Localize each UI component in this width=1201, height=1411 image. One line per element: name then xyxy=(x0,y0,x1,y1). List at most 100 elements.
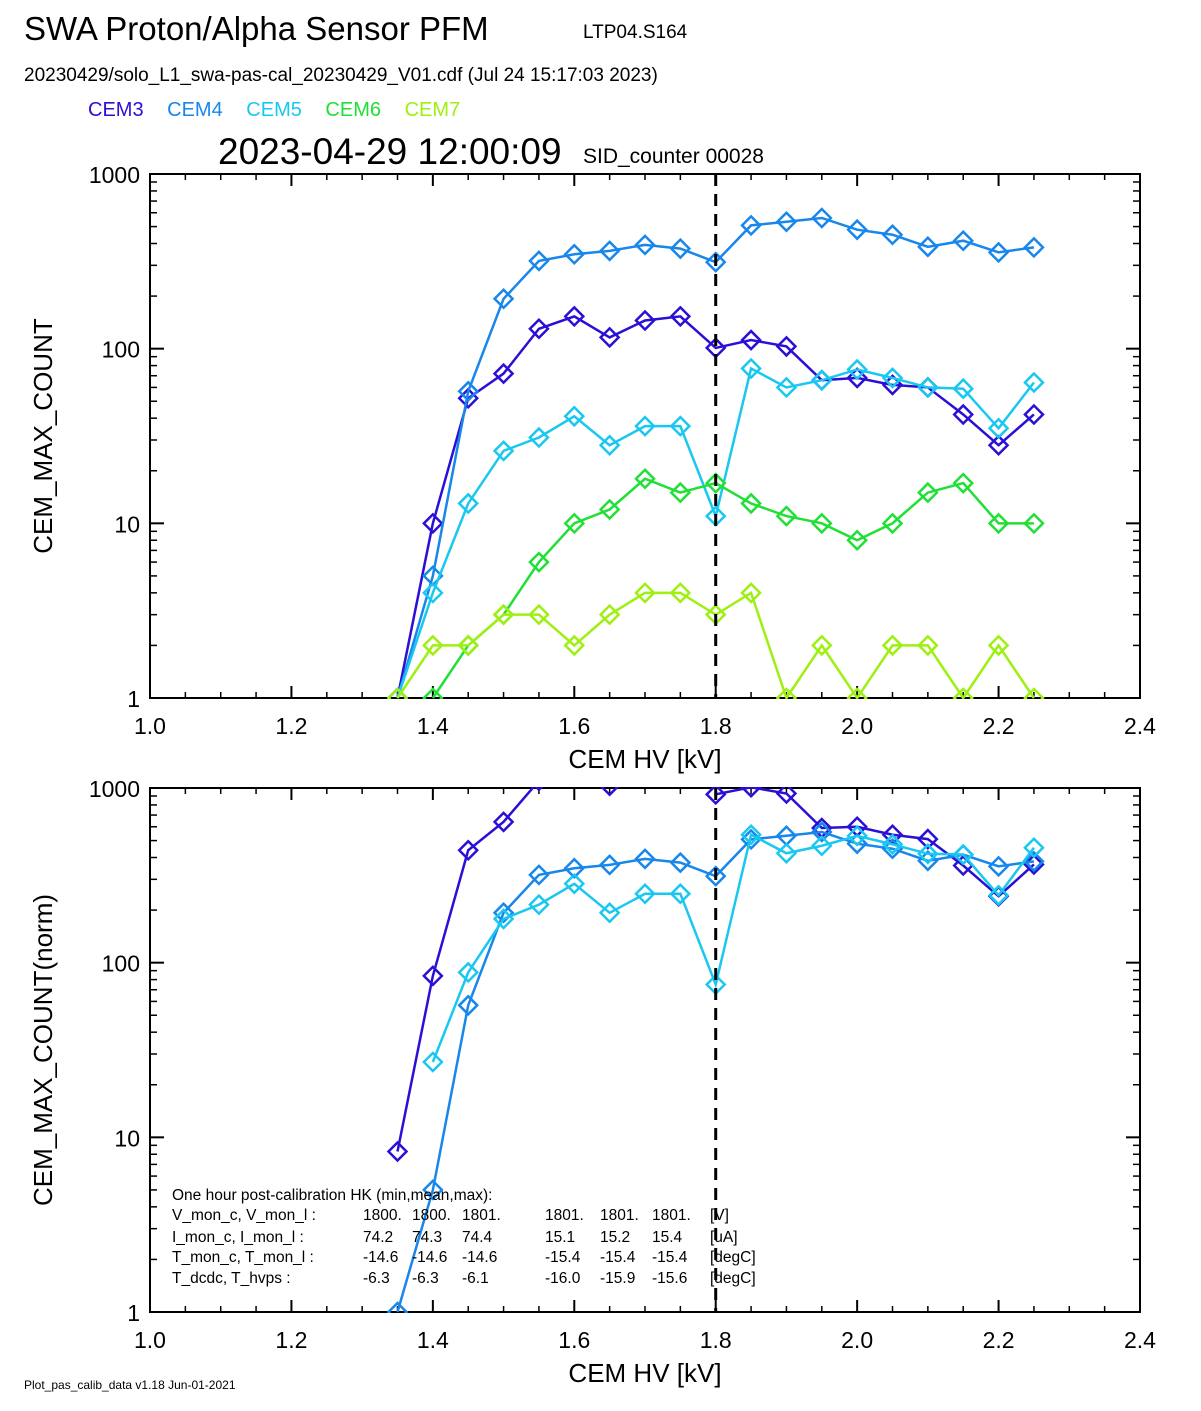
data-point-cem4 xyxy=(669,237,692,260)
data-point-cem5 xyxy=(740,823,762,846)
data-point-cem7 xyxy=(846,687,868,699)
data-point-cem4 xyxy=(846,832,868,855)
data-point-cem4 xyxy=(669,851,692,874)
data-point-cem5 xyxy=(492,440,515,462)
plot-subtitle: LTP04.S164 xyxy=(583,22,688,43)
hk-cell: 74.4 xyxy=(462,1229,493,1246)
hk-cell: [V] xyxy=(710,1207,729,1224)
data-point-cem3 xyxy=(598,326,621,349)
series-line-cem5 xyxy=(431,832,1035,1063)
footer-version: Plot_pas_calib_data v1.18 Jun-01-2021 xyxy=(24,1378,236,1392)
data-point-cem4 xyxy=(457,994,479,1017)
data-point-cem7 xyxy=(634,582,656,604)
hk-text-box: One hour post-calibration HK (min,mean,m… xyxy=(172,1187,756,1287)
data-point-cem3 xyxy=(534,787,544,792)
y-axis-label: CEM_MAX_COUNT(norm) xyxy=(28,894,58,1206)
data-point-cem5 xyxy=(881,367,904,389)
hk-cell: 15.1 xyxy=(545,1229,575,1246)
data-point-cem4 xyxy=(634,234,656,256)
data-point-cem3 xyxy=(704,787,727,806)
data-point-cem3 xyxy=(634,309,656,332)
data-point-cem3 xyxy=(1023,403,1045,426)
data-point-cem6 xyxy=(563,512,586,535)
data-point-cem4 xyxy=(598,854,621,876)
series-group xyxy=(386,207,1045,699)
hk-cell: -15.4 xyxy=(652,1249,688,1266)
data-point-cem3 xyxy=(528,317,550,340)
x-tick-label: 2.2 xyxy=(983,713,1015,739)
data-point-cem5 xyxy=(811,369,833,391)
data-point-cem3 xyxy=(492,811,515,833)
hk-cell: -15.4 xyxy=(545,1249,581,1266)
data-point-cem5 xyxy=(740,357,762,380)
data-point-cem4 xyxy=(528,864,550,886)
data-point-cem4 xyxy=(952,229,974,252)
data-point-cem5 xyxy=(952,377,974,400)
legend-item-cem6: CEM6 xyxy=(325,99,381,121)
data-point-cem4 xyxy=(563,243,586,266)
x-tick-label: 1.6 xyxy=(558,713,590,739)
hk-cell: -14.6 xyxy=(462,1249,497,1266)
data-point-cem5 xyxy=(528,426,550,449)
y-tick-label: 1000 xyxy=(89,776,140,802)
sid-counter: SID_counter 00028 xyxy=(583,145,764,168)
data-point-cem5 xyxy=(917,843,939,865)
data-point-cem4 xyxy=(1023,850,1045,873)
data-point-cem3 xyxy=(775,335,798,358)
hk-cell: -6.3 xyxy=(363,1270,390,1287)
data-point-cem4 xyxy=(987,855,1010,878)
data-point-cem5 xyxy=(634,883,656,905)
y-tick-label: 1 xyxy=(127,686,140,712)
x-axis-label: CEM HV [kV] xyxy=(568,744,721,774)
data-point-cem7 xyxy=(492,603,515,626)
data-point-cem4 xyxy=(775,210,798,233)
data-point-cem4 xyxy=(1023,236,1045,259)
x-tick-label: 1.0 xyxy=(134,1327,166,1353)
hk-cell: 1801. xyxy=(462,1207,501,1224)
data-point-cem5 xyxy=(563,872,586,895)
hk-cell: T_dcdc, T_hvps : xyxy=(172,1270,291,1287)
hk-cell: [uA] xyxy=(710,1229,738,1246)
source-filename: 20230429/solo_L1_swa-pas-cal_20230429_V0… xyxy=(24,65,658,86)
data-point-cem7 xyxy=(598,603,621,626)
data-point-cem6 xyxy=(917,481,939,504)
data-point-cem3 xyxy=(457,839,479,862)
data-point-cem5 xyxy=(846,825,868,847)
data-point-cem4 xyxy=(987,241,1010,264)
plot-title: SWA Proton/Alpha Sensor PFM xyxy=(24,10,489,47)
data-point-cem5 xyxy=(598,902,621,924)
data-point-cem7 xyxy=(740,582,762,604)
data-point-cem4 xyxy=(740,214,762,237)
hk-cell: -14.6 xyxy=(412,1249,447,1266)
x-tick-label: 1.6 xyxy=(558,1327,590,1353)
data-point-cem3 xyxy=(422,512,444,535)
data-point-cem3 xyxy=(669,305,692,328)
hk-cell: 1801. xyxy=(545,1207,584,1224)
data-point-cem3 xyxy=(775,787,798,805)
hk-cell: 15.2 xyxy=(600,1229,630,1246)
x-tick-label: 1.0 xyxy=(134,713,166,739)
data-point-cem7 xyxy=(528,603,550,626)
y-tick-label: 10 xyxy=(114,1125,140,1151)
data-point-cem5 xyxy=(987,417,1010,440)
series-line-cem6 xyxy=(431,477,1034,699)
data-point-cem5 xyxy=(422,1051,444,1073)
data-point-cem4 xyxy=(492,902,515,924)
data-point-cem5 xyxy=(1023,836,1045,859)
hk-cell: -6.1 xyxy=(462,1270,489,1287)
hk-cell: -15.9 xyxy=(600,1270,635,1287)
data-point-cem3 xyxy=(492,362,515,385)
data-point-cem5 xyxy=(457,961,479,984)
data-point-cem3 xyxy=(600,787,620,797)
data-point-cem7 xyxy=(457,634,479,657)
data-point-cem5 xyxy=(598,434,621,456)
hk-cell: One hour post-calibration HK (min,mean,m… xyxy=(172,1187,492,1204)
data-point-cem7 xyxy=(881,634,904,657)
data-point-cem3 xyxy=(422,965,444,987)
hk-cell: [degC] xyxy=(710,1270,756,1287)
data-point-cem5 xyxy=(775,376,798,399)
data-point-cem4 xyxy=(492,288,515,310)
data-point-cem5 xyxy=(457,492,479,515)
data-point-cem4 xyxy=(422,1179,444,1201)
